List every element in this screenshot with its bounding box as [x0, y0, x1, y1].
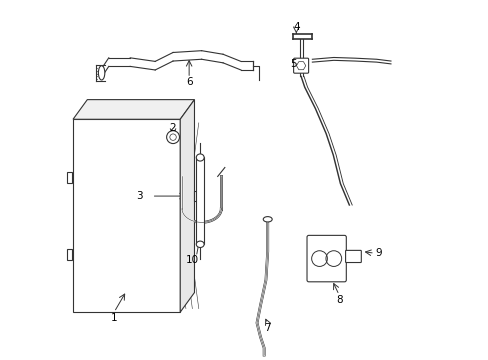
Ellipse shape	[196, 154, 203, 161]
Polygon shape	[196, 157, 203, 244]
Text: 7: 7	[264, 323, 270, 333]
FancyBboxPatch shape	[345, 250, 361, 262]
Text: 5: 5	[290, 59, 297, 69]
Text: 3: 3	[136, 191, 142, 201]
Ellipse shape	[196, 241, 203, 248]
Text: 10: 10	[186, 255, 199, 265]
Ellipse shape	[98, 66, 104, 80]
Text: 2: 2	[169, 123, 176, 133]
Ellipse shape	[263, 217, 272, 222]
Polygon shape	[73, 119, 180, 312]
Polygon shape	[180, 100, 194, 312]
Text: 9: 9	[374, 248, 381, 258]
Text: 6: 6	[185, 77, 192, 87]
Text: 1: 1	[111, 312, 117, 323]
Polygon shape	[73, 100, 194, 119]
Circle shape	[166, 131, 179, 144]
FancyBboxPatch shape	[293, 58, 308, 73]
Text: 4: 4	[292, 22, 299, 32]
FancyBboxPatch shape	[306, 235, 346, 282]
Text: 8: 8	[335, 295, 342, 305]
